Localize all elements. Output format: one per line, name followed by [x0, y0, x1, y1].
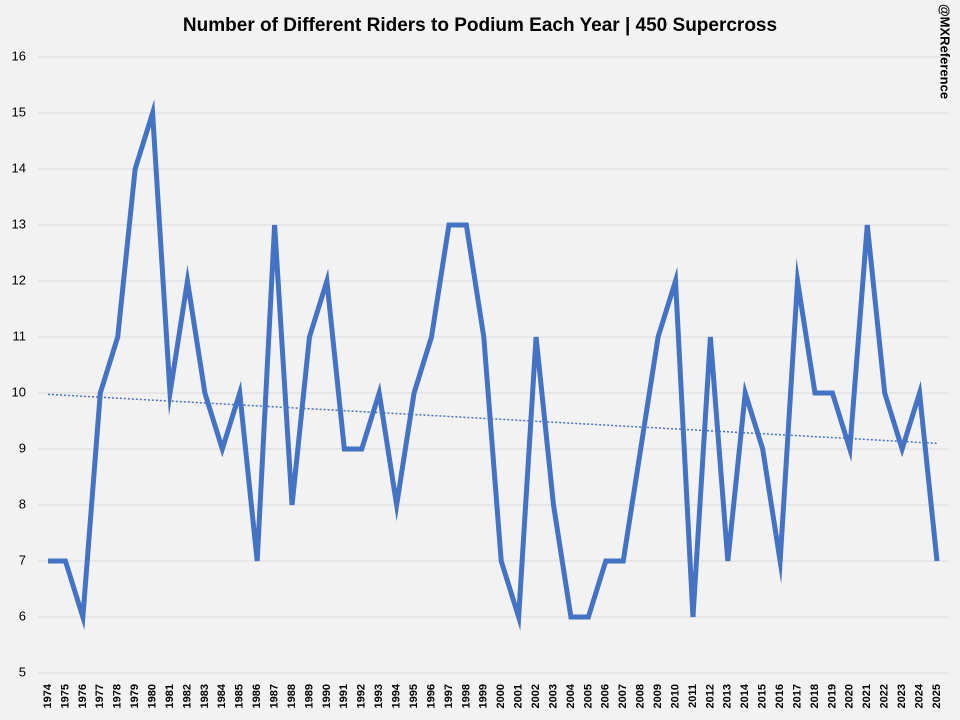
y-tick-label: 6: [19, 608, 26, 623]
x-tick-label: 2004: [565, 683, 577, 708]
x-tick-label: 2016: [774, 684, 786, 708]
x-tick-label: 2022: [879, 684, 891, 708]
watermark: @MXReference: [938, 4, 953, 99]
y-tick-label: 9: [19, 440, 26, 455]
x-tick-label: 1991: [338, 684, 350, 708]
x-tick-label: 1999: [478, 684, 490, 708]
x-tick-label: 1980: [146, 684, 158, 708]
x-tick-label: 2002: [530, 684, 542, 708]
x-tick-label: 1988: [286, 684, 298, 708]
x-tick-label: 1994: [391, 683, 403, 708]
x-tick-label: 2008: [635, 684, 647, 708]
x-tick-label: 2006: [600, 684, 612, 708]
chart-title: Number of Different Riders to Podium Eac…: [183, 15, 777, 36]
x-tick-label: 2010: [669, 684, 681, 708]
x-tick-label: 1985: [234, 684, 246, 708]
x-tick-label: 2012: [704, 684, 716, 708]
x-tick-label: 2025: [931, 684, 943, 708]
y-tick-label: 16: [12, 48, 26, 63]
x-tick-label: 1989: [303, 684, 315, 708]
x-tick-label: 2014: [739, 683, 751, 708]
x-tick-label: 2023: [896, 684, 908, 708]
x-tick-label: 1993: [373, 684, 385, 708]
x-tick-label: 2019: [826, 684, 838, 708]
x-tick-label: 2020: [844, 684, 856, 708]
x-tick-label: 1990: [321, 684, 333, 708]
x-tick-label: 2017: [791, 684, 803, 708]
x-tick-label: 1984: [216, 683, 228, 708]
x-tick-label: 1995: [408, 684, 420, 708]
x-tick-label: 2015: [757, 684, 769, 708]
x-tick-label: 2013: [722, 684, 734, 708]
y-tick-label: 13: [12, 216, 26, 231]
x-tick-label: 2007: [617, 684, 629, 708]
y-tick-label: 10: [12, 384, 26, 399]
x-tick-label: 1983: [199, 684, 211, 708]
x-tick-label: 2018: [809, 684, 821, 708]
x-tick-label: 1978: [112, 684, 124, 708]
y-tick-label: 5: [19, 664, 26, 679]
x-tick-label: 1992: [356, 684, 368, 708]
x-tick-label: 1987: [269, 684, 281, 708]
y-tick-label: 14: [12, 160, 26, 175]
x-tick-label: 2024: [913, 683, 925, 708]
x-tick-label: 1977: [94, 684, 106, 708]
x-tick-label: 2000: [495, 684, 507, 708]
x-tick-label: 1998: [460, 684, 472, 708]
y-tick-label: 7: [19, 552, 26, 567]
x-tick-label: 1976: [77, 684, 89, 708]
x-tick-label: 2001: [513, 684, 525, 708]
x-tick-label: 1975: [59, 684, 71, 708]
y-tick-label: 11: [13, 328, 27, 343]
y-tick-label: 12: [12, 272, 26, 287]
x-tick-label: 1986: [251, 684, 263, 708]
x-tick-label: 1982: [181, 684, 193, 708]
x-tick-label: 2003: [547, 684, 559, 708]
x-tick-label: 2021: [861, 684, 873, 708]
x-tick-label: 2009: [652, 684, 664, 708]
x-tick-label: 1981: [164, 684, 176, 708]
x-tick-label: 1996: [425, 684, 437, 708]
x-tick-label: 2005: [582, 684, 594, 708]
x-tick-label: 1974: [42, 683, 54, 708]
data-line: [48, 99, 940, 631]
x-tick-label: 1997: [443, 684, 455, 708]
y-tick-label: 8: [19, 496, 26, 511]
y-tick-label: 15: [12, 104, 26, 119]
x-tick-label: 2011: [687, 684, 699, 708]
x-tick-label: 1979: [129, 684, 141, 708]
